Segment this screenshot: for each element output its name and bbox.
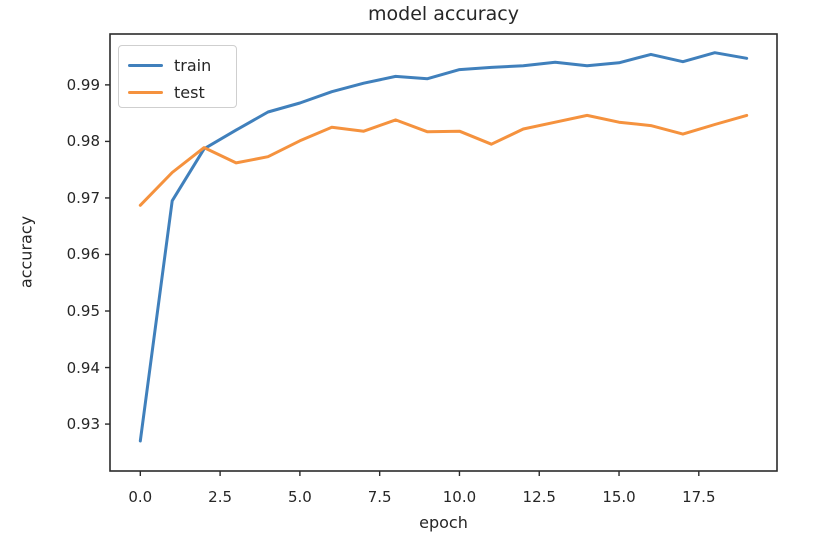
- y-tick-label: 0.94: [66, 358, 100, 377]
- x-tick-label: 17.5: [682, 488, 716, 506]
- y-tick-label: 0.99: [66, 75, 100, 94]
- x-tick-label: 0.0: [128, 488, 153, 506]
- train-legend-line: [128, 63, 163, 68]
- x-tick-label: 2.5: [208, 488, 233, 506]
- test-legend-line: [128, 90, 163, 95]
- y-tick-label: 0.98: [66, 132, 100, 151]
- legend-label: train: [174, 55, 212, 75]
- y-tick-label: 0.96: [66, 245, 100, 264]
- chart-title: model accuracy: [368, 3, 519, 25]
- legend-label: test: [174, 82, 205, 102]
- y-tick-label: 0.95: [66, 302, 100, 320]
- x-tick-label: 5.0: [287, 488, 312, 506]
- y-tick-label: 0.97: [66, 188, 100, 207]
- legend: train test: [118, 45, 237, 108]
- legend-entry-test: test: [119, 79, 236, 106]
- x-tick-label: 7.5: [367, 488, 392, 506]
- legend-entry-train: train: [119, 52, 236, 79]
- y-axis-label: accuracy: [16, 215, 36, 289]
- x-tick-label: 15.0: [602, 488, 636, 506]
- plot-frame: [109, 33, 778, 472]
- x-tick-label: 10.0: [442, 488, 477, 506]
- x-tick-label: 12.5: [522, 488, 556, 506]
- test-line: [138, 113, 749, 207]
- train-line: [138, 51, 749, 443]
- x-axis-label: epoch: [419, 513, 468, 532]
- y-tick-label: 0.93: [66, 415, 100, 434]
